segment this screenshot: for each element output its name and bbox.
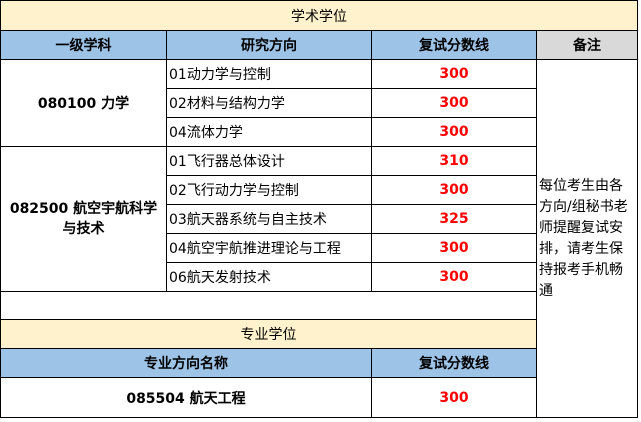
header-direction: 研究方向 xyxy=(166,30,372,60)
discipline-cell: 080100 力学 xyxy=(0,59,167,147)
direction-cell: 02飞行动力学与控制 xyxy=(166,175,372,205)
score-cell: 300 xyxy=(371,175,537,205)
header-remark: 备注 xyxy=(536,30,638,60)
header-score: 复试分数线 xyxy=(371,30,537,60)
score-cell: 325 xyxy=(371,204,537,234)
direction-cell: 06航天发射技术 xyxy=(166,262,372,292)
score-cell: 310 xyxy=(371,146,537,176)
score-cell: 300 xyxy=(371,88,537,118)
direction-cell: 01动力学与控制 xyxy=(166,59,372,89)
header-score: 复试分数线 xyxy=(371,348,537,378)
direction-cell: 04流体力学 xyxy=(166,117,372,147)
direction-cell: 01飞行器总体设计 xyxy=(166,146,372,176)
score-cell: 300 xyxy=(371,233,537,263)
name-cell: 085504 航天工程 xyxy=(0,377,372,418)
direction-cell: 04航空宇航推进理论与工程 xyxy=(166,233,372,263)
blank-row xyxy=(0,291,537,320)
academic-title: 学术学位 xyxy=(0,0,638,31)
direction-cell: 03航天器系统与自主技术 xyxy=(166,204,372,234)
header-discipline: 一级学科 xyxy=(0,30,167,60)
professional-title: 专业学位 xyxy=(0,319,537,349)
header-name: 专业方向名称 xyxy=(0,348,372,378)
score-cell: 300 xyxy=(371,377,537,418)
direction-cell: 02材料与结构力学 xyxy=(166,88,372,118)
discipline-cell: 082500 航空宇航科学与技术 xyxy=(0,146,167,292)
score-cell: 300 xyxy=(371,117,537,147)
score-cell: 300 xyxy=(371,59,537,89)
remark-cell: 每位考生由各方向/组秘书老师提醒复试安排，请考生保持报考手机畅通 xyxy=(536,59,638,418)
score-cell: 300 xyxy=(371,262,537,292)
